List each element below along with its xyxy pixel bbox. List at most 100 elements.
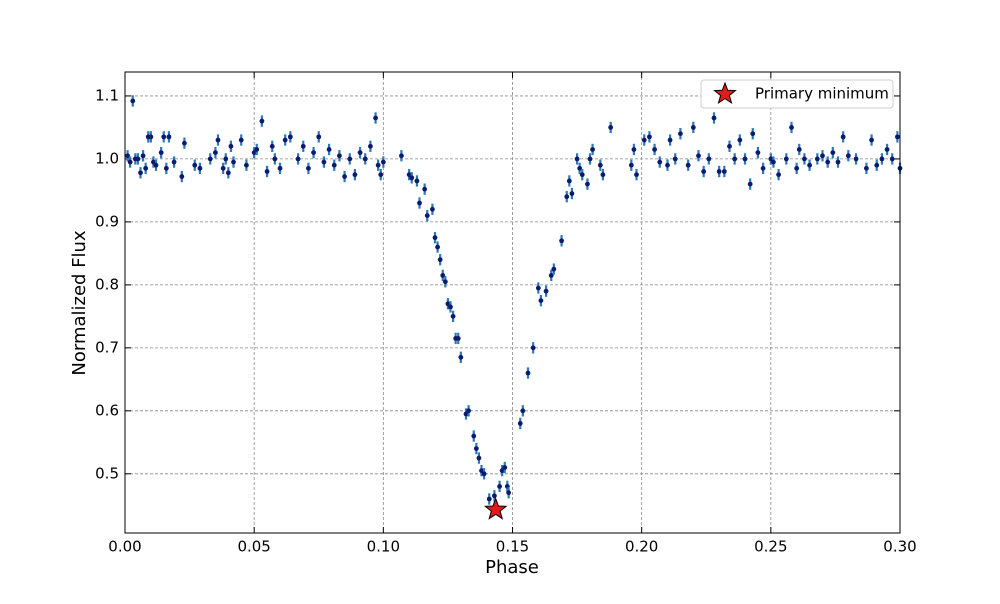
- data-point: [264, 169, 270, 174]
- data-point: [409, 175, 415, 181]
- data-point: [579, 172, 585, 178]
- data-point: [223, 156, 229, 162]
- data-point: [796, 147, 802, 152]
- data-point: [378, 172, 384, 178]
- data-point: [732, 156, 738, 162]
- data-point: [820, 153, 825, 159]
- x-axis-label: Phase: [485, 557, 539, 578]
- data-point: [272, 156, 278, 162]
- data-point: [802, 156, 807, 162]
- data-point: [737, 137, 743, 143]
- data-point: [789, 125, 794, 130]
- data-point: [631, 147, 637, 152]
- data-point: [634, 172, 639, 178]
- data-point: [794, 165, 800, 171]
- data-point: [600, 172, 606, 178]
- data-point: [884, 147, 890, 152]
- data-point: [667, 137, 673, 143]
- data-point: [182, 140, 187, 146]
- data-point: [502, 465, 508, 470]
- data-point: [342, 174, 347, 179]
- data-point: [701, 169, 707, 174]
- data-point: [171, 159, 177, 165]
- data-point: [543, 288, 549, 294]
- data-point: [497, 483, 502, 489]
- data-point: [657, 159, 663, 165]
- legend-marker: [713, 81, 737, 105]
- data-point: [597, 162, 603, 168]
- data-point: [277, 165, 283, 171]
- data-point: [311, 150, 316, 156]
- data-point: [380, 159, 386, 165]
- data-point: [535, 285, 541, 291]
- legend-label: Primary minimum: [755, 85, 889, 103]
- data-point: [840, 134, 846, 140]
- data-point: [422, 186, 428, 192]
- data-point: [564, 194, 570, 200]
- data-point: [783, 156, 789, 162]
- y-tick-label: 0.9: [95, 212, 119, 230]
- data-point: [225, 170, 231, 176]
- data-point: [807, 162, 812, 168]
- data-point: [259, 118, 265, 124]
- data-point: [587, 156, 593, 162]
- data-point: [696, 153, 701, 159]
- data-point: [432, 235, 438, 241]
- data-point: [163, 165, 169, 171]
- data-point: [179, 174, 185, 179]
- y-tick-label: 1.1: [95, 86, 119, 104]
- data-point: [590, 147, 595, 152]
- star-marker: [483, 497, 508, 520]
- data-point: [228, 143, 234, 149]
- data-point: [628, 162, 634, 168]
- data-point: [362, 156, 368, 162]
- y-tick-label: 0.8: [95, 275, 119, 293]
- data-point: [716, 169, 722, 174]
- data-point: [506, 490, 512, 496]
- data-point: [148, 134, 154, 140]
- x-tick-label: 0.30: [883, 538, 916, 556]
- data-point: [853, 156, 859, 162]
- data-point: [473, 446, 479, 452]
- data-point: [399, 153, 404, 159]
- x-tick-label: 0.10: [367, 538, 400, 556]
- data-point: [357, 150, 363, 156]
- data-point: [747, 181, 753, 187]
- data-point: [569, 191, 575, 196]
- data-point: [845, 153, 851, 159]
- data-point: [455, 335, 461, 341]
- data-point: [158, 150, 164, 156]
- data-point: [895, 134, 900, 140]
- data-point: [143, 165, 149, 171]
- data-point: [282, 137, 288, 143]
- data-point: [492, 493, 497, 499]
- data-point: [437, 257, 443, 263]
- x-tick-label: 0.00: [108, 538, 141, 556]
- data-point: [166, 134, 172, 140]
- data-point: [440, 273, 446, 278]
- data-point: [641, 137, 647, 143]
- data-point: [652, 147, 657, 152]
- data-point: [481, 471, 487, 477]
- data-point: [220, 165, 226, 171]
- data-point: [140, 153, 146, 159]
- legend-box: [700, 79, 894, 109]
- data-point: [130, 98, 136, 104]
- data-point: [269, 143, 275, 149]
- data-point: [300, 143, 306, 149]
- data-point: [874, 162, 880, 168]
- y-tick-label: 0.6: [95, 401, 119, 419]
- data-point: [647, 134, 652, 140]
- data-point: [771, 159, 776, 165]
- data-point: [448, 304, 453, 310]
- data-point: [471, 433, 477, 439]
- data-point: [321, 159, 327, 165]
- data-point: [192, 162, 198, 168]
- y-axis-label: Normalized Flux: [69, 230, 90, 376]
- x-tick-label: 0.25: [754, 538, 787, 556]
- data-point: [414, 178, 420, 184]
- data-point: [207, 156, 213, 162]
- data-point: [424, 213, 430, 218]
- data-point: [435, 244, 440, 250]
